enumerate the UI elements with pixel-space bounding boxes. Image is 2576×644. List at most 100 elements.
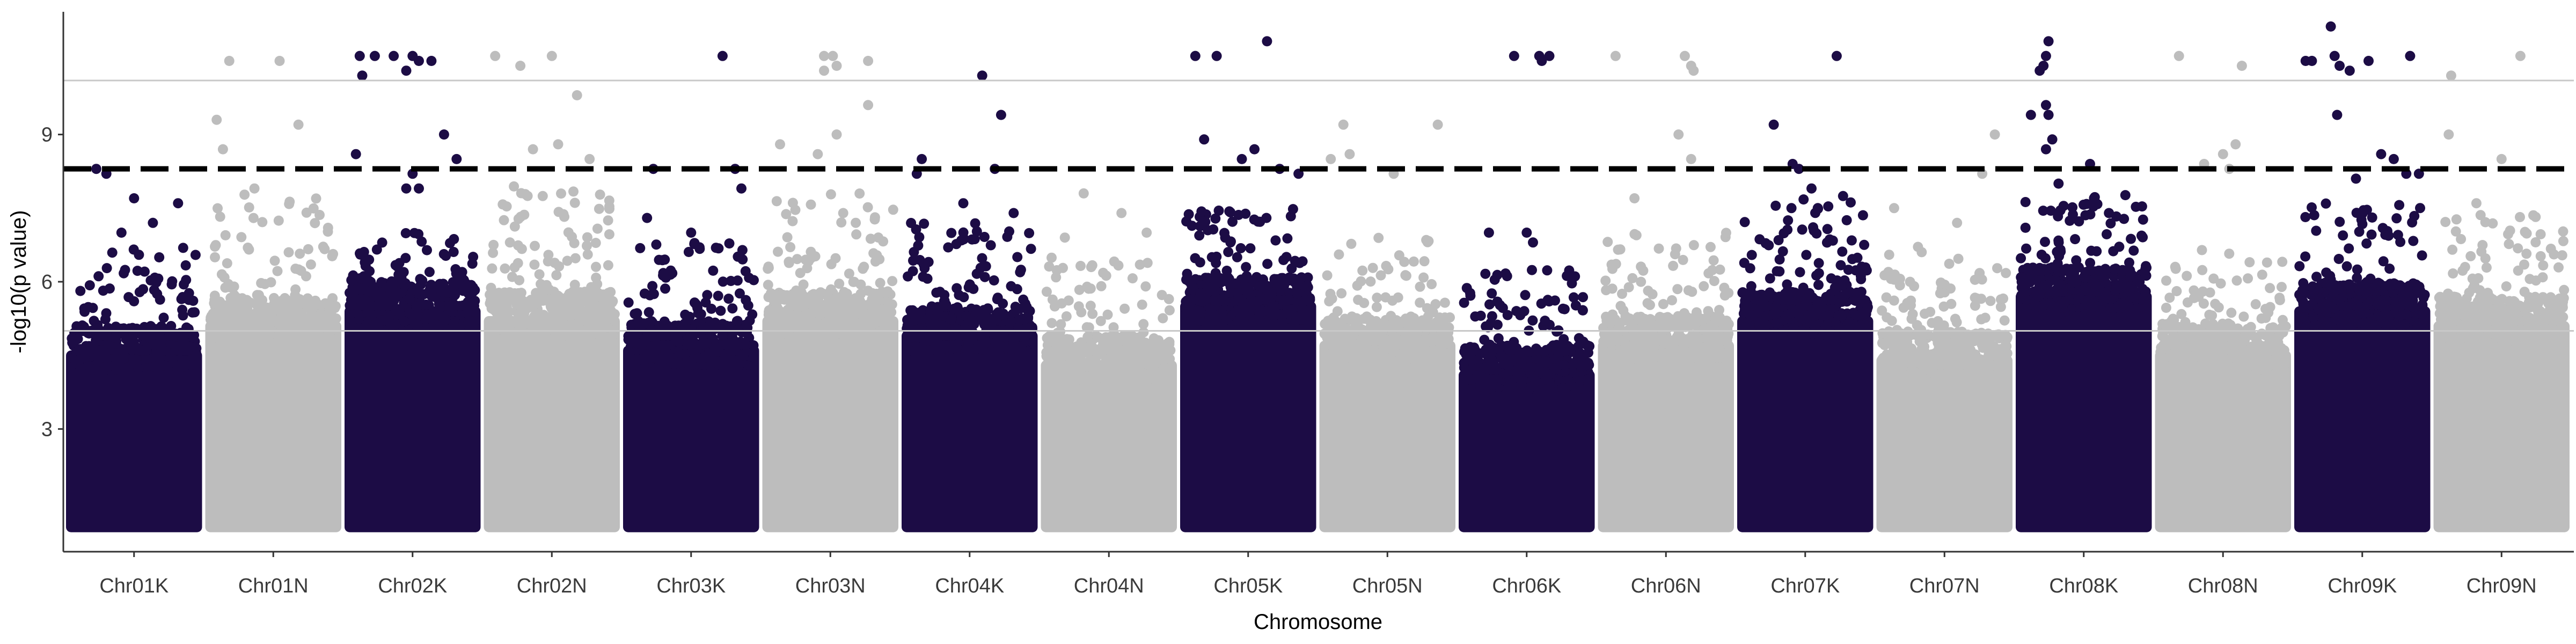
snp-point xyxy=(371,244,382,255)
snp-point xyxy=(400,228,411,238)
snp-point xyxy=(1086,262,1096,273)
snp-point xyxy=(1619,315,1630,326)
top-snp-point xyxy=(813,149,823,159)
snp-point xyxy=(985,240,996,251)
snp-point xyxy=(1430,299,1441,310)
snp-point xyxy=(1475,381,1485,392)
snp-point xyxy=(1362,314,1372,325)
snp-point xyxy=(1401,270,1411,281)
snp-point xyxy=(836,217,847,228)
snp-point xyxy=(1334,320,1345,331)
snp-point xyxy=(915,307,926,318)
snp-point xyxy=(100,362,111,372)
snp-point xyxy=(312,299,323,310)
snp-point xyxy=(537,191,548,201)
snp-point xyxy=(1439,297,1450,308)
snp-point xyxy=(592,289,603,300)
snp-point xyxy=(467,287,478,298)
dense-band xyxy=(623,345,759,532)
snp-point xyxy=(949,303,960,314)
snp-point xyxy=(825,284,836,295)
chromosome-group-chr03n xyxy=(762,50,898,532)
snp-point xyxy=(1776,327,1787,338)
snp-point xyxy=(912,342,923,353)
snp-point xyxy=(1271,274,1282,284)
snp-point xyxy=(648,289,659,299)
snp-point xyxy=(1636,350,1646,361)
snp-point xyxy=(729,335,740,346)
snp-point xyxy=(114,355,125,365)
snp-point xyxy=(951,239,962,250)
snp-point xyxy=(1980,312,1990,323)
top-snp-point xyxy=(1528,237,1538,248)
snp-point xyxy=(1782,224,1793,235)
top-snp-point xyxy=(1141,228,1152,238)
snp-point xyxy=(1649,349,1660,360)
snp-point xyxy=(1459,357,1469,368)
snp-point xyxy=(1788,323,1798,333)
snp-point xyxy=(1357,265,1368,276)
snp-point xyxy=(1934,360,1945,370)
snp-point xyxy=(1645,299,1655,310)
snp-point xyxy=(733,251,743,262)
snp-point xyxy=(1903,330,1914,341)
snp-point xyxy=(152,289,163,299)
snp-point xyxy=(560,303,571,314)
snp-point xyxy=(1519,306,1529,317)
top-snp-point xyxy=(1432,119,1443,130)
snp-point xyxy=(219,272,230,283)
snp-point xyxy=(1046,252,1057,263)
snp-point xyxy=(1043,354,1053,365)
snp-point xyxy=(1505,356,1516,367)
snp-point xyxy=(280,297,290,308)
snp-point xyxy=(1056,319,1066,330)
snp-point xyxy=(1841,288,1851,298)
snp-point xyxy=(1261,213,1272,223)
top-snp-point xyxy=(426,56,437,66)
snp-point xyxy=(1403,320,1414,331)
snp-point xyxy=(635,354,646,364)
snp-point xyxy=(158,312,169,323)
snp-point xyxy=(207,313,217,324)
snp-point xyxy=(98,286,108,296)
snp-point xyxy=(159,360,170,371)
snp-point xyxy=(1158,313,1168,324)
snp-point xyxy=(1712,345,1723,355)
snp-point xyxy=(938,320,948,331)
snp-point xyxy=(1813,280,1824,290)
snp-point xyxy=(1801,250,1812,260)
snp-point xyxy=(301,207,312,218)
snp-point xyxy=(345,300,355,311)
snp-point xyxy=(75,286,86,296)
snp-point xyxy=(1445,312,1455,323)
snp-point xyxy=(1095,316,1106,326)
snp-point xyxy=(1270,235,1281,246)
snp-point xyxy=(243,243,253,253)
snp-point xyxy=(1827,295,1838,305)
top-snp-point xyxy=(863,100,874,111)
snp-point xyxy=(1206,285,1217,296)
snp-point xyxy=(881,310,892,320)
snp-point xyxy=(914,232,925,243)
snp-point xyxy=(1601,329,1612,340)
snp-point xyxy=(855,279,866,290)
snp-point xyxy=(1846,235,1857,246)
snp-point xyxy=(979,272,990,282)
chromosome-group-chr02k xyxy=(345,50,481,532)
snp-point xyxy=(1583,378,1594,389)
snp-point xyxy=(674,336,684,347)
snp-point xyxy=(834,279,845,289)
snp-point xyxy=(1709,276,1719,287)
snp-point xyxy=(1559,360,1569,371)
snp-point xyxy=(1243,289,1254,299)
snp-point xyxy=(248,213,259,223)
snp-point xyxy=(1252,296,1263,307)
snp-point xyxy=(488,304,499,315)
chromosome-group-chr04n xyxy=(1041,188,1177,532)
snp-point xyxy=(548,308,558,319)
snp-point xyxy=(590,238,601,248)
top-snp-point xyxy=(642,213,653,223)
snp-point xyxy=(305,259,316,270)
snp-point xyxy=(1920,309,1930,319)
snp-point xyxy=(1829,282,1840,293)
